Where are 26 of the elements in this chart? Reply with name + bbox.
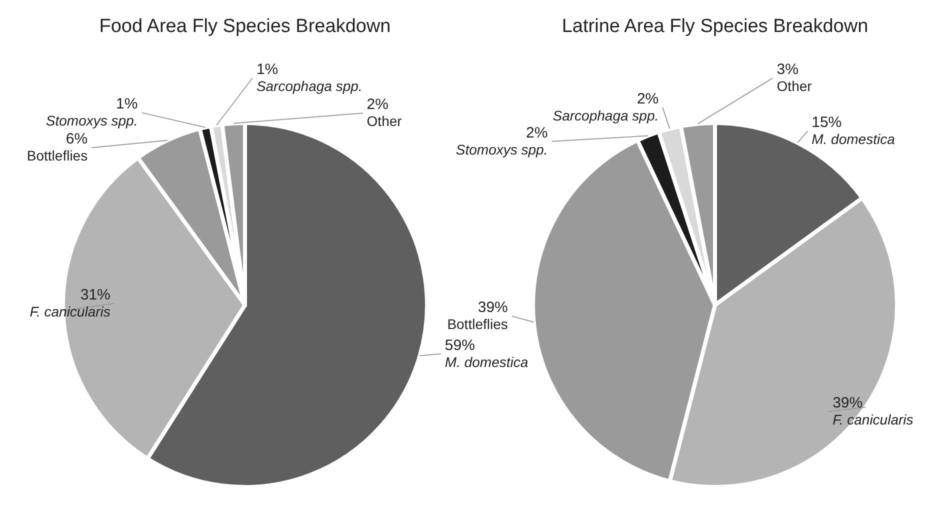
chart-title: Latrine Area Fly Species Breakdown [562, 16, 868, 37]
data-label: 39% [478, 299, 508, 316]
slice-label: M. domestica [444, 354, 528, 370]
slice-label: Bottleflies [447, 316, 508, 332]
data-label: 1% [116, 96, 138, 113]
slice-label: F. canicularis [30, 303, 110, 320]
data-label: 39% [832, 394, 863, 412]
data-label: 31% [80, 286, 110, 304]
slice-label: Stomoxys spp. [456, 141, 548, 158]
data-label: 6% [66, 130, 88, 148]
slice-label: Sarcophaga spp. [256, 78, 362, 94]
data-label: 2% [636, 90, 659, 108]
slice-label: Stomoxys spp. [46, 112, 138, 129]
slice-label: Other [776, 78, 812, 94]
slice-label: Bottleflies [26, 148, 88, 164]
data-label: 2% [366, 96, 388, 114]
data-label: 1% [256, 61, 278, 78]
data-label: 59% [444, 336, 475, 354]
slice-label: F. canicularis [832, 412, 914, 428]
data-label: 15% [812, 114, 842, 132]
data-label: 2% [526, 124, 548, 142]
chart-title: Food Area Fly Species Breakdown [99, 16, 391, 37]
data-label: 3% [776, 61, 798, 78]
slice-label: M. domestica [812, 131, 896, 148]
slice-label: Other [366, 113, 402, 130]
slice-label: Sarcophaga spp. [552, 107, 659, 124]
